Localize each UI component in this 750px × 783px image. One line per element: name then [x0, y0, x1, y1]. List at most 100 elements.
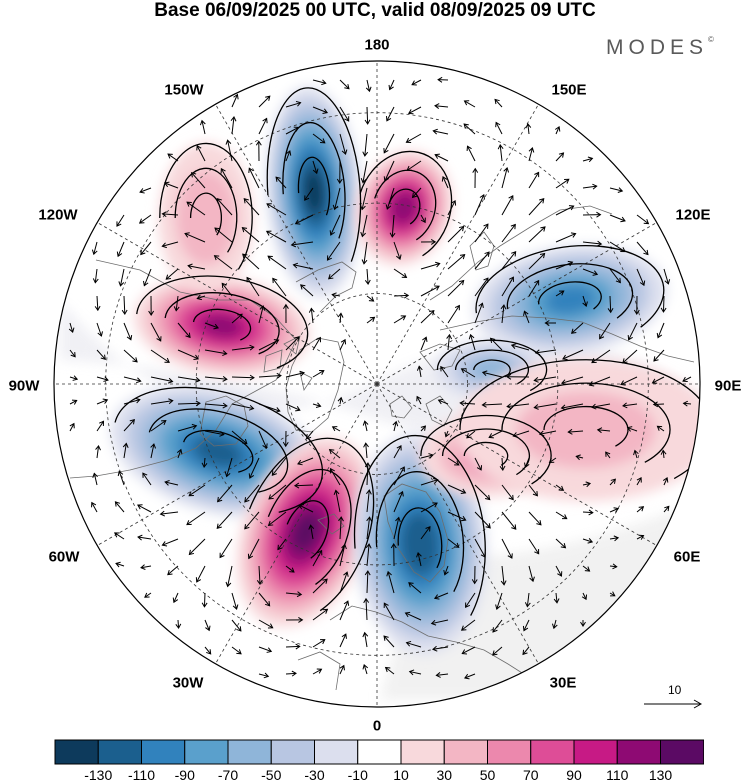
wind-vector: [256, 565, 263, 586]
wind-vector: [123, 397, 141, 405]
wind-vector: [393, 241, 402, 261]
wind-vector: [92, 472, 98, 486]
wind-vector: [500, 565, 507, 586]
streamline-gyre: [459, 359, 700, 480]
wind-vector: [447, 304, 460, 324]
wind-vector: [492, 619, 503, 633]
streamline-gyre: [436, 339, 548, 392]
wind-vector: [186, 511, 206, 526]
wind-vector: [312, 578, 328, 594]
wind-vector: [282, 430, 289, 448]
lon-label-90e: 90E: [714, 377, 742, 395]
wind-vector: [609, 268, 621, 284]
colorbar-swatch: [227, 739, 272, 765]
wind-vector: [555, 152, 565, 162]
lon-label-180: 180: [364, 36, 390, 54]
lon-label-30w: 30W: [172, 674, 204, 692]
coast-north-america: [69, 259, 297, 479]
brand-name: MODES: [606, 36, 709, 59]
wind-vector: [461, 646, 476, 655]
wind-vector: [636, 534, 645, 540]
wind-vector: [420, 425, 427, 432]
wind-vector: [312, 106, 329, 114]
wind-vector: [201, 592, 208, 608]
lon-label-150e: 150E: [551, 81, 587, 99]
wind-vector: [258, 646, 273, 653]
wind-vector: [447, 538, 460, 548]
lon-label-60w: 60W: [48, 548, 80, 566]
wind-vector: [405, 133, 422, 143]
wind-vector: [525, 122, 532, 135]
wind-vector: [501, 223, 516, 243]
wind-vector: [339, 133, 348, 155]
colorbar-tick-label: -70: [217, 767, 239, 783]
wind-vector: [405, 640, 422, 648]
wind-vector: [312, 79, 327, 86]
wind-vector: [481, 401, 503, 408]
colorbar-tick-label: -30: [304, 767, 325, 783]
wind-vector: [408, 582, 422, 594]
globe-border: [53, 60, 701, 708]
wind-vector: [142, 472, 152, 486]
wind-vector: [116, 214, 125, 227]
wind-vector: [567, 428, 584, 435]
wind-vector: [201, 457, 208, 468]
wind-vector: [339, 106, 350, 122]
colorbar-swatch: [616, 739, 661, 765]
anomaly-contour: [389, 191, 419, 225]
wind-vector: [196, 144, 206, 162]
streamlines: [114, 87, 700, 616]
wind-vector: [582, 156, 594, 163]
wind-vector: [474, 302, 484, 324]
wind-vector: [432, 128, 449, 135]
wind-vector: [285, 616, 304, 623]
wind-vector: [510, 343, 530, 351]
wind-vector: [150, 349, 170, 363]
colorbar-swatch: [314, 739, 359, 765]
wind-vector: [333, 489, 341, 513]
wind-vector: [247, 538, 260, 560]
wind-vector: [258, 117, 268, 135]
streamline-gyre: [353, 434, 486, 616]
wind-vector: [265, 230, 287, 243]
wind-vector: [488, 430, 503, 439]
wind-vector: [255, 140, 262, 162]
wind-vector: [582, 509, 594, 516]
wind-vector: [501, 276, 514, 297]
wind-vector: [113, 532, 125, 540]
wind-vector: [277, 538, 287, 551]
wind-vector: [214, 227, 233, 243]
wind-vector: [500, 304, 507, 324]
wind-vector: [682, 400, 692, 407]
wind-vector: [204, 322, 219, 330]
streamline-gyre: [248, 437, 375, 612]
wind-vector: [437, 76, 449, 83]
wind-vector: [544, 320, 557, 326]
wind-vector: [312, 336, 321, 351]
wind-vector: [523, 310, 530, 324]
wind-vector: [474, 484, 491, 501]
wind-vector: [653, 349, 665, 362]
colorbar-tick-label: -50: [261, 767, 282, 783]
wind-vector: [69, 375, 79, 381]
wind-vector: [388, 79, 395, 91]
wind-vector: [312, 549, 323, 567]
wind-vector: [555, 511, 568, 520]
wind-vector: [582, 565, 591, 572]
wind-vector: [383, 602, 395, 621]
wind-vector: [69, 349, 76, 358]
wind-vector: [656, 425, 665, 432]
wind-vector: [285, 403, 301, 412]
vector-scale: 10: [640, 683, 706, 713]
wind-vector: [165, 268, 179, 280]
vector-scale-arrow: [644, 699, 703, 709]
streamline-gyre: [359, 150, 453, 257]
wind-vector: [312, 668, 323, 675]
wind-vector: [420, 285, 440, 297]
wind-vector: [175, 619, 182, 630]
colorbar-tick-label: 130: [648, 767, 673, 783]
wind-vector: [497, 144, 504, 162]
anomaly-contour: [176, 170, 236, 266]
wind-vector: [339, 571, 349, 594]
wind-vector: [217, 484, 233, 503]
